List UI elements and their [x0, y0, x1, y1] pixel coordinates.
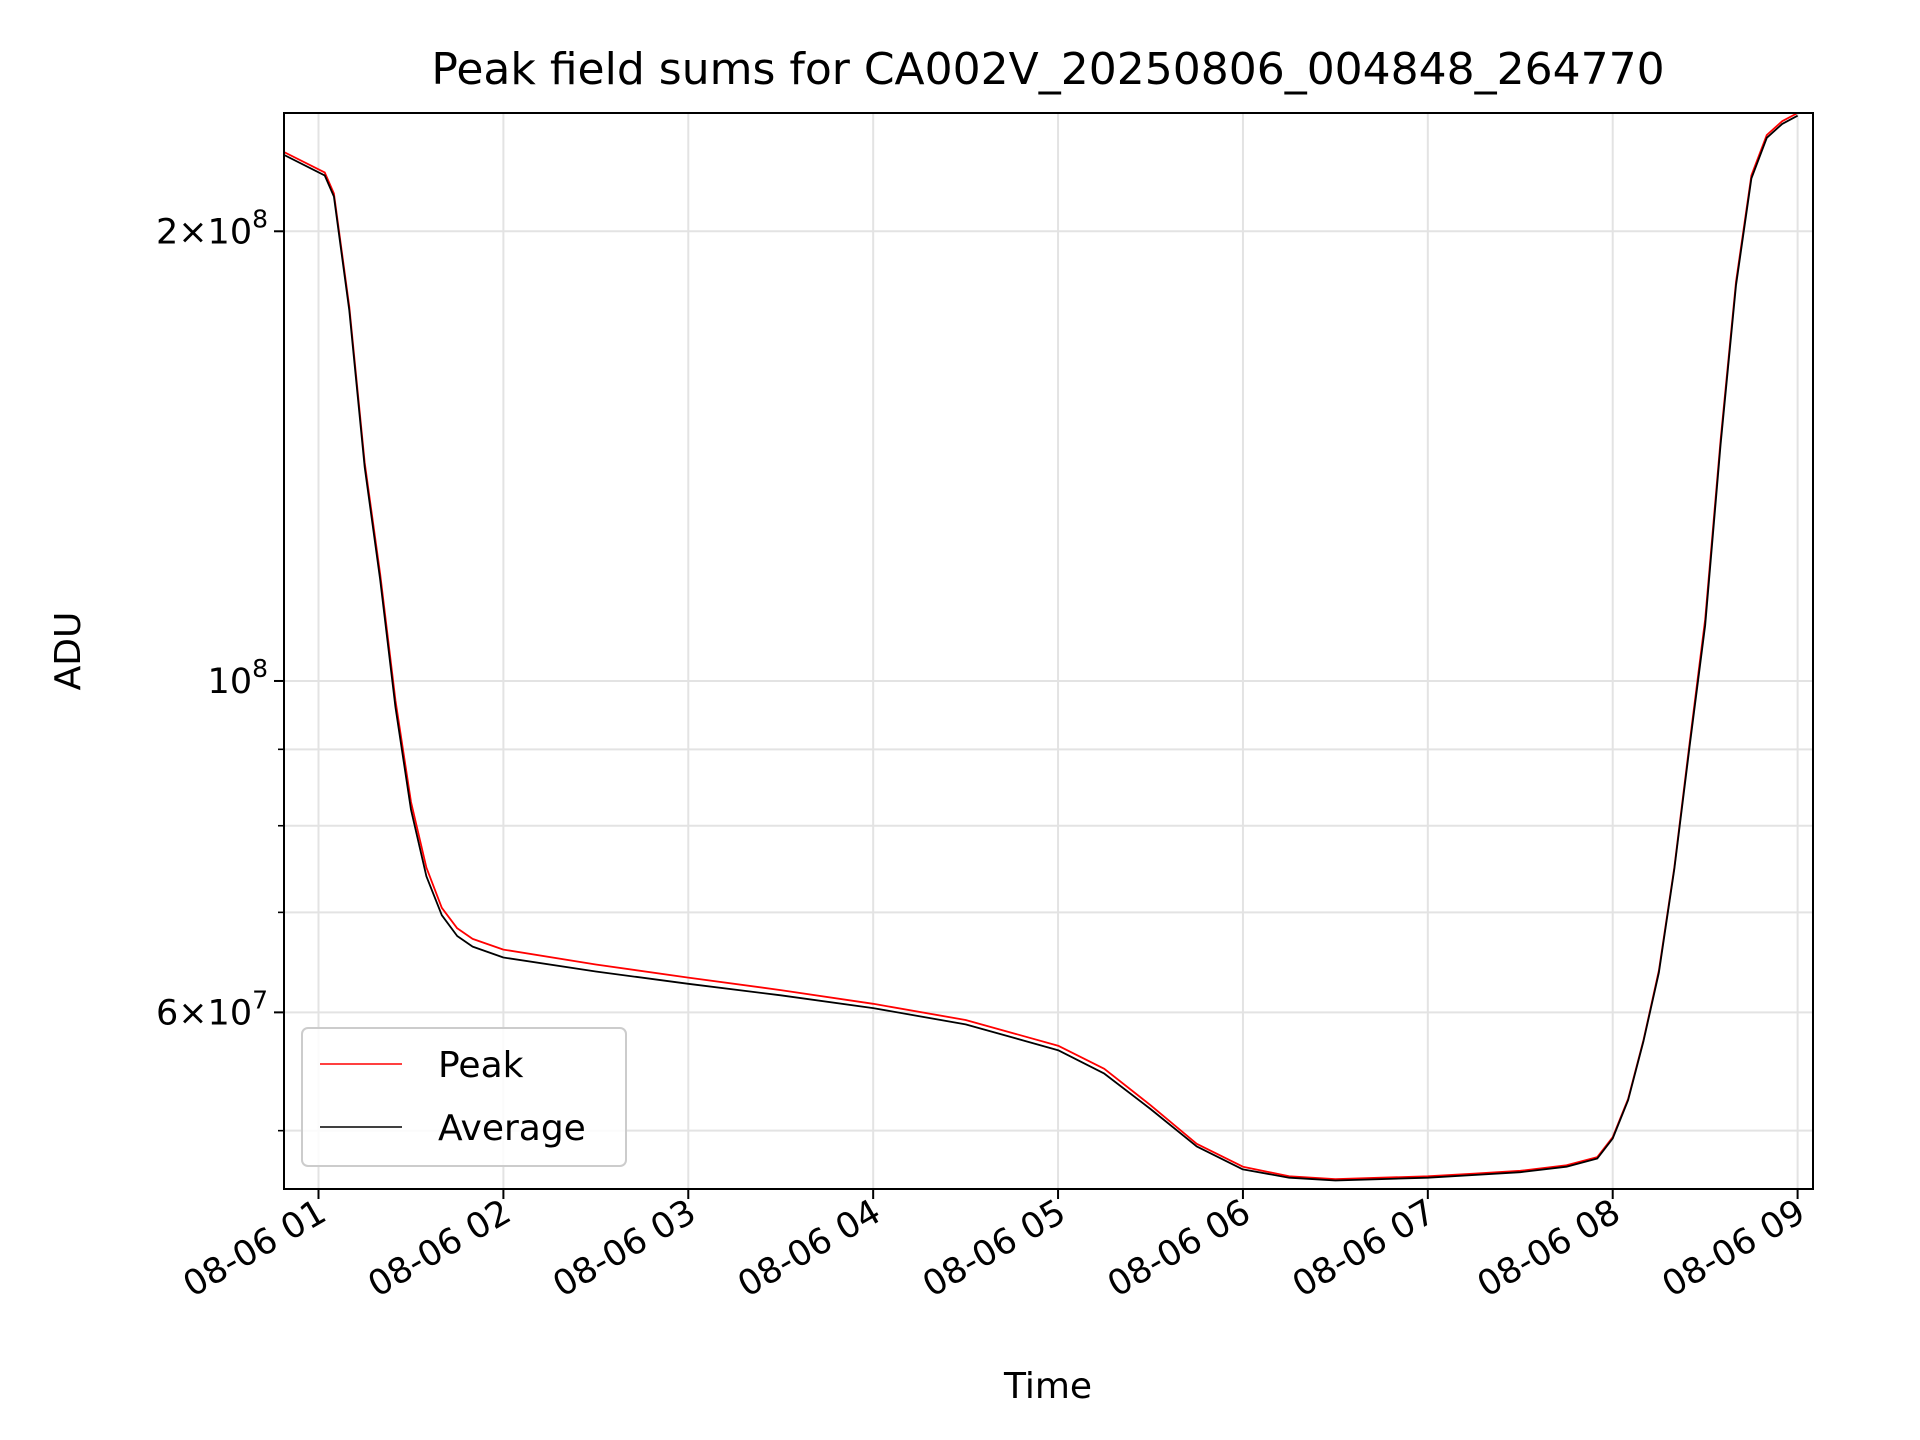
- series-layer: [284, 113, 1799, 1182]
- y-tick-label: 2×108: [156, 204, 268, 252]
- plot-frame: [283, 112, 1814, 1190]
- y-tick-label: 108: [208, 654, 268, 702]
- x-axis-label: Time: [1003, 1366, 1092, 1407]
- y-tick-label: 6×107: [156, 985, 268, 1033]
- grid: [284, 113, 1813, 1189]
- legend-box: [301, 1027, 627, 1167]
- legend: Peak Average: [301, 1027, 627, 1167]
- y-axis-label: ADU: [48, 612, 89, 691]
- legend-average-label: Average: [438, 1108, 586, 1149]
- series-average-line: [284, 114, 1799, 1182]
- chart-title: Peak field sums for CA002V_20250806_0048…: [431, 44, 1664, 95]
- legend-peak-label: Peak: [438, 1045, 524, 1086]
